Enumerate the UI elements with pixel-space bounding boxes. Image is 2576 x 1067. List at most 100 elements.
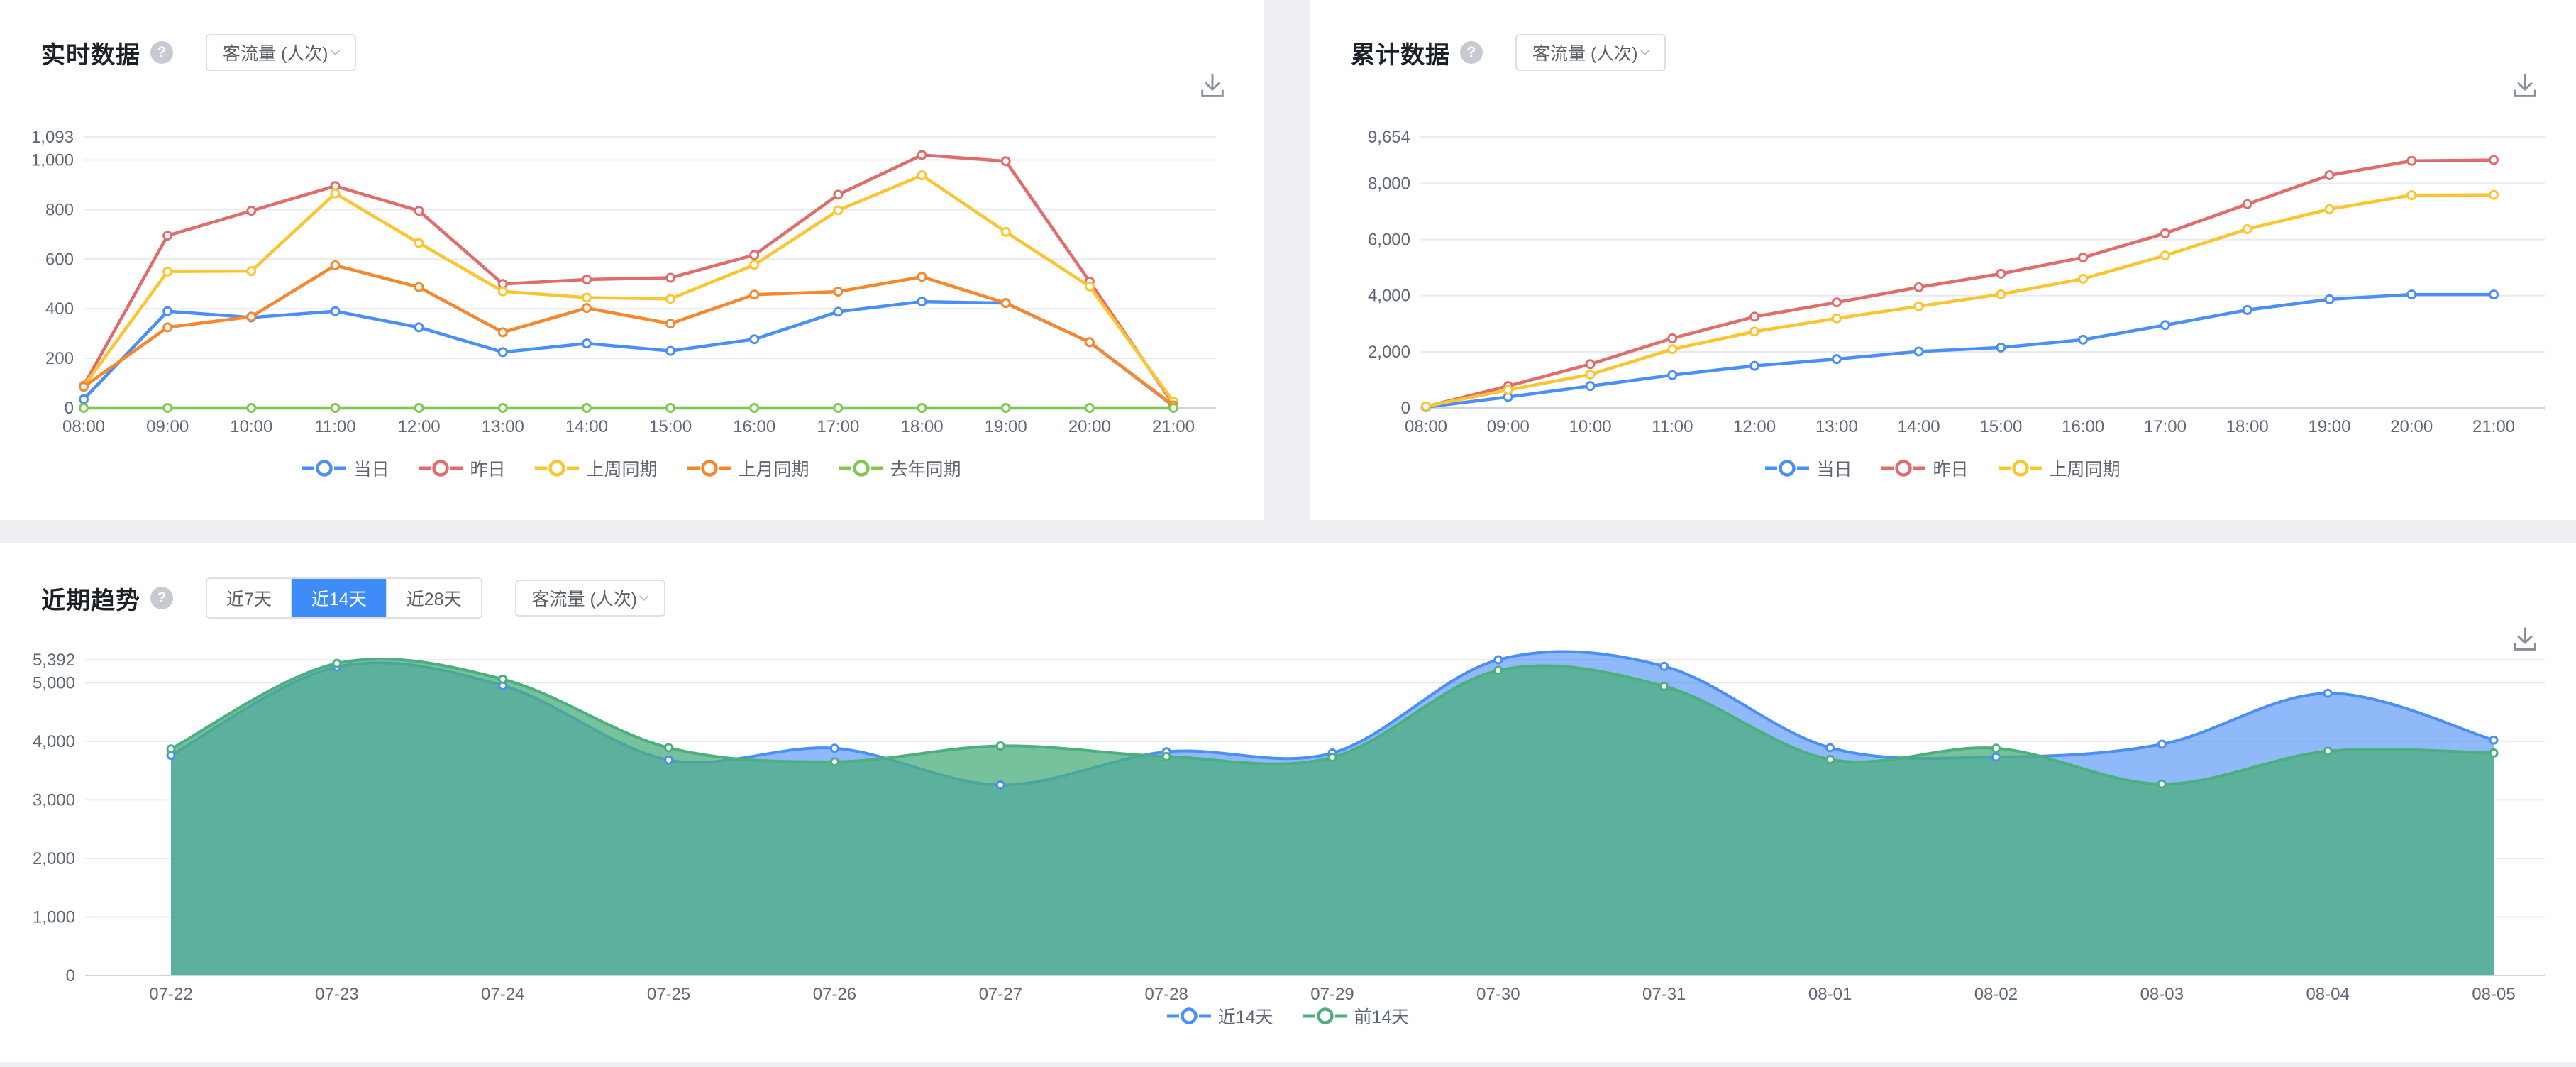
svg-text:0: 0 xyxy=(65,399,74,418)
svg-text:14:00: 14:00 xyxy=(565,417,608,436)
svg-text:08-01: 08-01 xyxy=(1808,985,1852,1004)
svg-text:6,000: 6,000 xyxy=(1368,231,1410,250)
svg-text:19:00: 19:00 xyxy=(985,417,1027,436)
cumulative-header: 累计数据 ? 客流量 (人次) xyxy=(1351,34,1666,71)
svg-text:07-31: 07-31 xyxy=(1642,985,1686,1004)
svg-text:07-25: 07-25 xyxy=(647,985,690,1004)
svg-text:08:00: 08:00 xyxy=(1405,417,1447,436)
legend-marker-icon xyxy=(1998,460,2042,477)
legend-item-上周同期[interactable]: 上周同期 xyxy=(535,455,658,481)
chevron-down-icon xyxy=(639,595,649,601)
legend-marker-icon xyxy=(535,460,580,477)
svg-text:8,000: 8,000 xyxy=(1368,174,1410,193)
range-button-28d[interactable]: 近28天 xyxy=(385,579,481,617)
svg-text:600: 600 xyxy=(45,250,74,269)
svg-text:09:00: 09:00 xyxy=(146,417,189,436)
svg-text:10:00: 10:00 xyxy=(1569,417,1612,436)
panel-cumulative: 累计数据 ? 客流量 (人次) 0 2,000 4,000 6,000 8,000 9,6… xyxy=(1310,0,2576,520)
download-icon[interactable] xyxy=(2509,70,2541,101)
cumulative-title: 累计数据 xyxy=(1351,41,1450,69)
svg-text:12:00: 12:00 xyxy=(398,417,441,436)
download-icon[interactable] xyxy=(1197,70,1228,101)
svg-text:11:00: 11:00 xyxy=(1652,417,1693,436)
cumulative-legend: 当日 昨日 上周同期 xyxy=(1310,455,2576,481)
legend-label: 上月同期 xyxy=(738,460,809,480)
svg-text:07-26: 07-26 xyxy=(813,985,856,1004)
svg-text:4,000: 4,000 xyxy=(1368,287,1410,306)
legend-item-当日[interactable]: 当日 xyxy=(1765,455,1852,481)
svg-text:13:00: 13:00 xyxy=(482,417,524,436)
svg-text:5,000: 5,000 xyxy=(33,673,75,692)
download-icon[interactable] xyxy=(2509,623,2541,654)
realtime-title: 实时数据 xyxy=(41,41,140,69)
svg-text:20:00: 20:00 xyxy=(1068,417,1111,436)
svg-text:14:00: 14:00 xyxy=(1898,417,1940,436)
svg-text:20:00: 20:00 xyxy=(2390,417,2433,436)
legend-marker-icon xyxy=(1765,460,1810,477)
trend-legend: 近14天 前14天 xyxy=(0,1003,2576,1029)
legend-item-近14天[interactable]: 近14天 xyxy=(1166,1003,1273,1029)
svg-text:15:00: 15:00 xyxy=(649,417,692,436)
chevron-down-icon xyxy=(330,50,340,55)
svg-text:0: 0 xyxy=(1401,399,1410,418)
realtime-metric-select[interactable]: 客流量 (人次) xyxy=(206,34,356,71)
svg-text:4,000: 4,000 xyxy=(33,732,75,751)
trend-metric-select-value: 客流量 (人次) xyxy=(531,590,638,609)
svg-text:12:00: 12:00 xyxy=(1733,417,1776,436)
svg-text:08-03: 08-03 xyxy=(2140,985,2184,1004)
svg-text:2,000: 2,000 xyxy=(33,849,75,868)
svg-text:07-28: 07-28 xyxy=(1144,985,1188,1004)
legend-item-上月同期[interactable]: 上月同期 xyxy=(687,455,809,481)
help-icon[interactable]: ? xyxy=(1460,41,1483,64)
svg-text:800: 800 xyxy=(45,200,74,219)
legend-item-去年同期[interactable]: 去年同期 xyxy=(839,455,961,481)
help-icon[interactable]: ? xyxy=(150,41,173,64)
legend-marker-icon xyxy=(687,460,731,477)
legend-label: 昨日 xyxy=(470,460,506,480)
chevron-down-icon xyxy=(1640,50,1649,55)
legend-label: 上周同期 xyxy=(2049,460,2121,480)
legend-marker-icon xyxy=(1166,1007,1211,1024)
legend-marker-icon xyxy=(302,460,347,477)
legend-label: 近14天 xyxy=(1217,1007,1273,1027)
svg-text:400: 400 xyxy=(45,299,74,319)
svg-text:08-04: 08-04 xyxy=(2306,985,2349,1004)
range-button-14d[interactable]: 近14天 xyxy=(290,579,386,617)
realtime-header: 实时数据 ? 客流量 (人次) xyxy=(41,34,356,71)
legend-item-前14天[interactable]: 前14天 xyxy=(1303,1003,1409,1029)
trend-header: 近期趋势 ? 近7天 近14天 近28天 客流量 (人次) xyxy=(41,577,665,619)
svg-text:2,000: 2,000 xyxy=(1368,343,1410,362)
svg-text:5,392: 5,392 xyxy=(33,651,75,670)
trend-metric-select[interactable]: 客流量 (人次) xyxy=(514,580,665,617)
svg-text:3,000: 3,000 xyxy=(33,790,75,809)
svg-text:15:00: 15:00 xyxy=(1979,417,2022,436)
svg-text:13:00: 13:00 xyxy=(1815,417,1858,436)
legend-label: 上周同期 xyxy=(586,460,658,480)
svg-text:07-27: 07-27 xyxy=(979,985,1022,1004)
legend-item-昨日[interactable]: 昨日 xyxy=(419,455,505,481)
svg-text:0: 0 xyxy=(66,966,75,985)
range-button-7d[interactable]: 近7天 xyxy=(207,579,291,617)
legend-label: 当日 xyxy=(353,460,389,480)
trend-title: 近期趋势 xyxy=(41,587,140,614)
svg-text:200: 200 xyxy=(45,349,74,368)
svg-text:07-29: 07-29 xyxy=(1310,985,1354,1004)
legend-marker-icon xyxy=(1881,460,1926,477)
realtime-chart: 0 200 400 600 800 1,000 1,093 08:00 09:00 10:00 11… xyxy=(31,128,1216,436)
svg-text:08-02: 08-02 xyxy=(1974,985,2018,1004)
legend-item-当日[interactable]: 当日 xyxy=(302,455,389,481)
svg-text:19:00: 19:00 xyxy=(2308,417,2350,436)
svg-text:21:00: 21:00 xyxy=(2472,417,2515,436)
svg-text:1,093: 1,093 xyxy=(31,128,74,147)
legend-item-上周同期[interactable]: 上周同期 xyxy=(1998,455,2121,481)
cumulative-metric-select[interactable]: 客流量 (人次) xyxy=(1515,34,1666,71)
panel-trend: 近期趋势 ? 近7天 近14天 近28天 客流量 (人次) 0 1,000 2,00… xyxy=(0,543,2576,1062)
svg-text:18:00: 18:00 xyxy=(2226,417,2269,436)
legend-label: 当日 xyxy=(1816,460,1852,480)
help-icon[interactable]: ? xyxy=(150,587,173,609)
svg-text:17:00: 17:00 xyxy=(2144,417,2187,436)
svg-text:07-30: 07-30 xyxy=(1476,985,1520,1004)
legend-item-昨日[interactable]: 昨日 xyxy=(1881,455,1969,481)
panel-realtime: 实时数据 ? 客流量 (人次) 0 200 400 600 800 1,000 1,093 0… xyxy=(0,0,1264,520)
